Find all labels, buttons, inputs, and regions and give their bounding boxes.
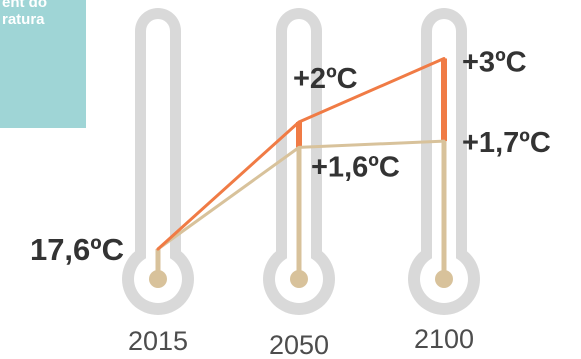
- value-label-high-2050: +2ºC: [293, 63, 358, 95]
- value-label-high-2100: +3ºC: [462, 47, 527, 79]
- mercury-column-2015: [155, 249, 161, 279]
- year-label-2100: 2100: [414, 324, 474, 354]
- baseline-label: 17,6ºC: [30, 232, 124, 267]
- series-line-low: [156, 139, 446, 251]
- mercury-increment-2050: [296, 122, 302, 148]
- mercury-increment-2100: [441, 58, 447, 142]
- mercury-column-2100: [441, 141, 447, 279]
- thermometer-tube-inner: [146, 19, 170, 281]
- thermometer-2100: [408, 8, 480, 315]
- year-label-2050: 2050: [269, 330, 329, 359]
- value-label-low-2100: +1,7ºC: [462, 127, 551, 159]
- series-lines: [156, 57, 446, 251]
- value-label-low-2050: +1,6ºC: [311, 151, 400, 183]
- thermometers: [122, 8, 480, 315]
- year-axis: 2015 2050 2100: [128, 324, 474, 359]
- mercury-column-2050: [296, 147, 302, 279]
- series-line-high: [156, 57, 446, 251]
- value-labels: 17,6ºC +2ºC +3ºC +1,6ºC +1,7ºC: [30, 47, 551, 268]
- corner-badge-text: ent do ratura: [2, 0, 47, 28]
- corner-badge: ent do ratura: [0, 0, 86, 128]
- year-label-2015: 2015: [128, 326, 188, 356]
- thermometer-2015: [122, 8, 194, 315]
